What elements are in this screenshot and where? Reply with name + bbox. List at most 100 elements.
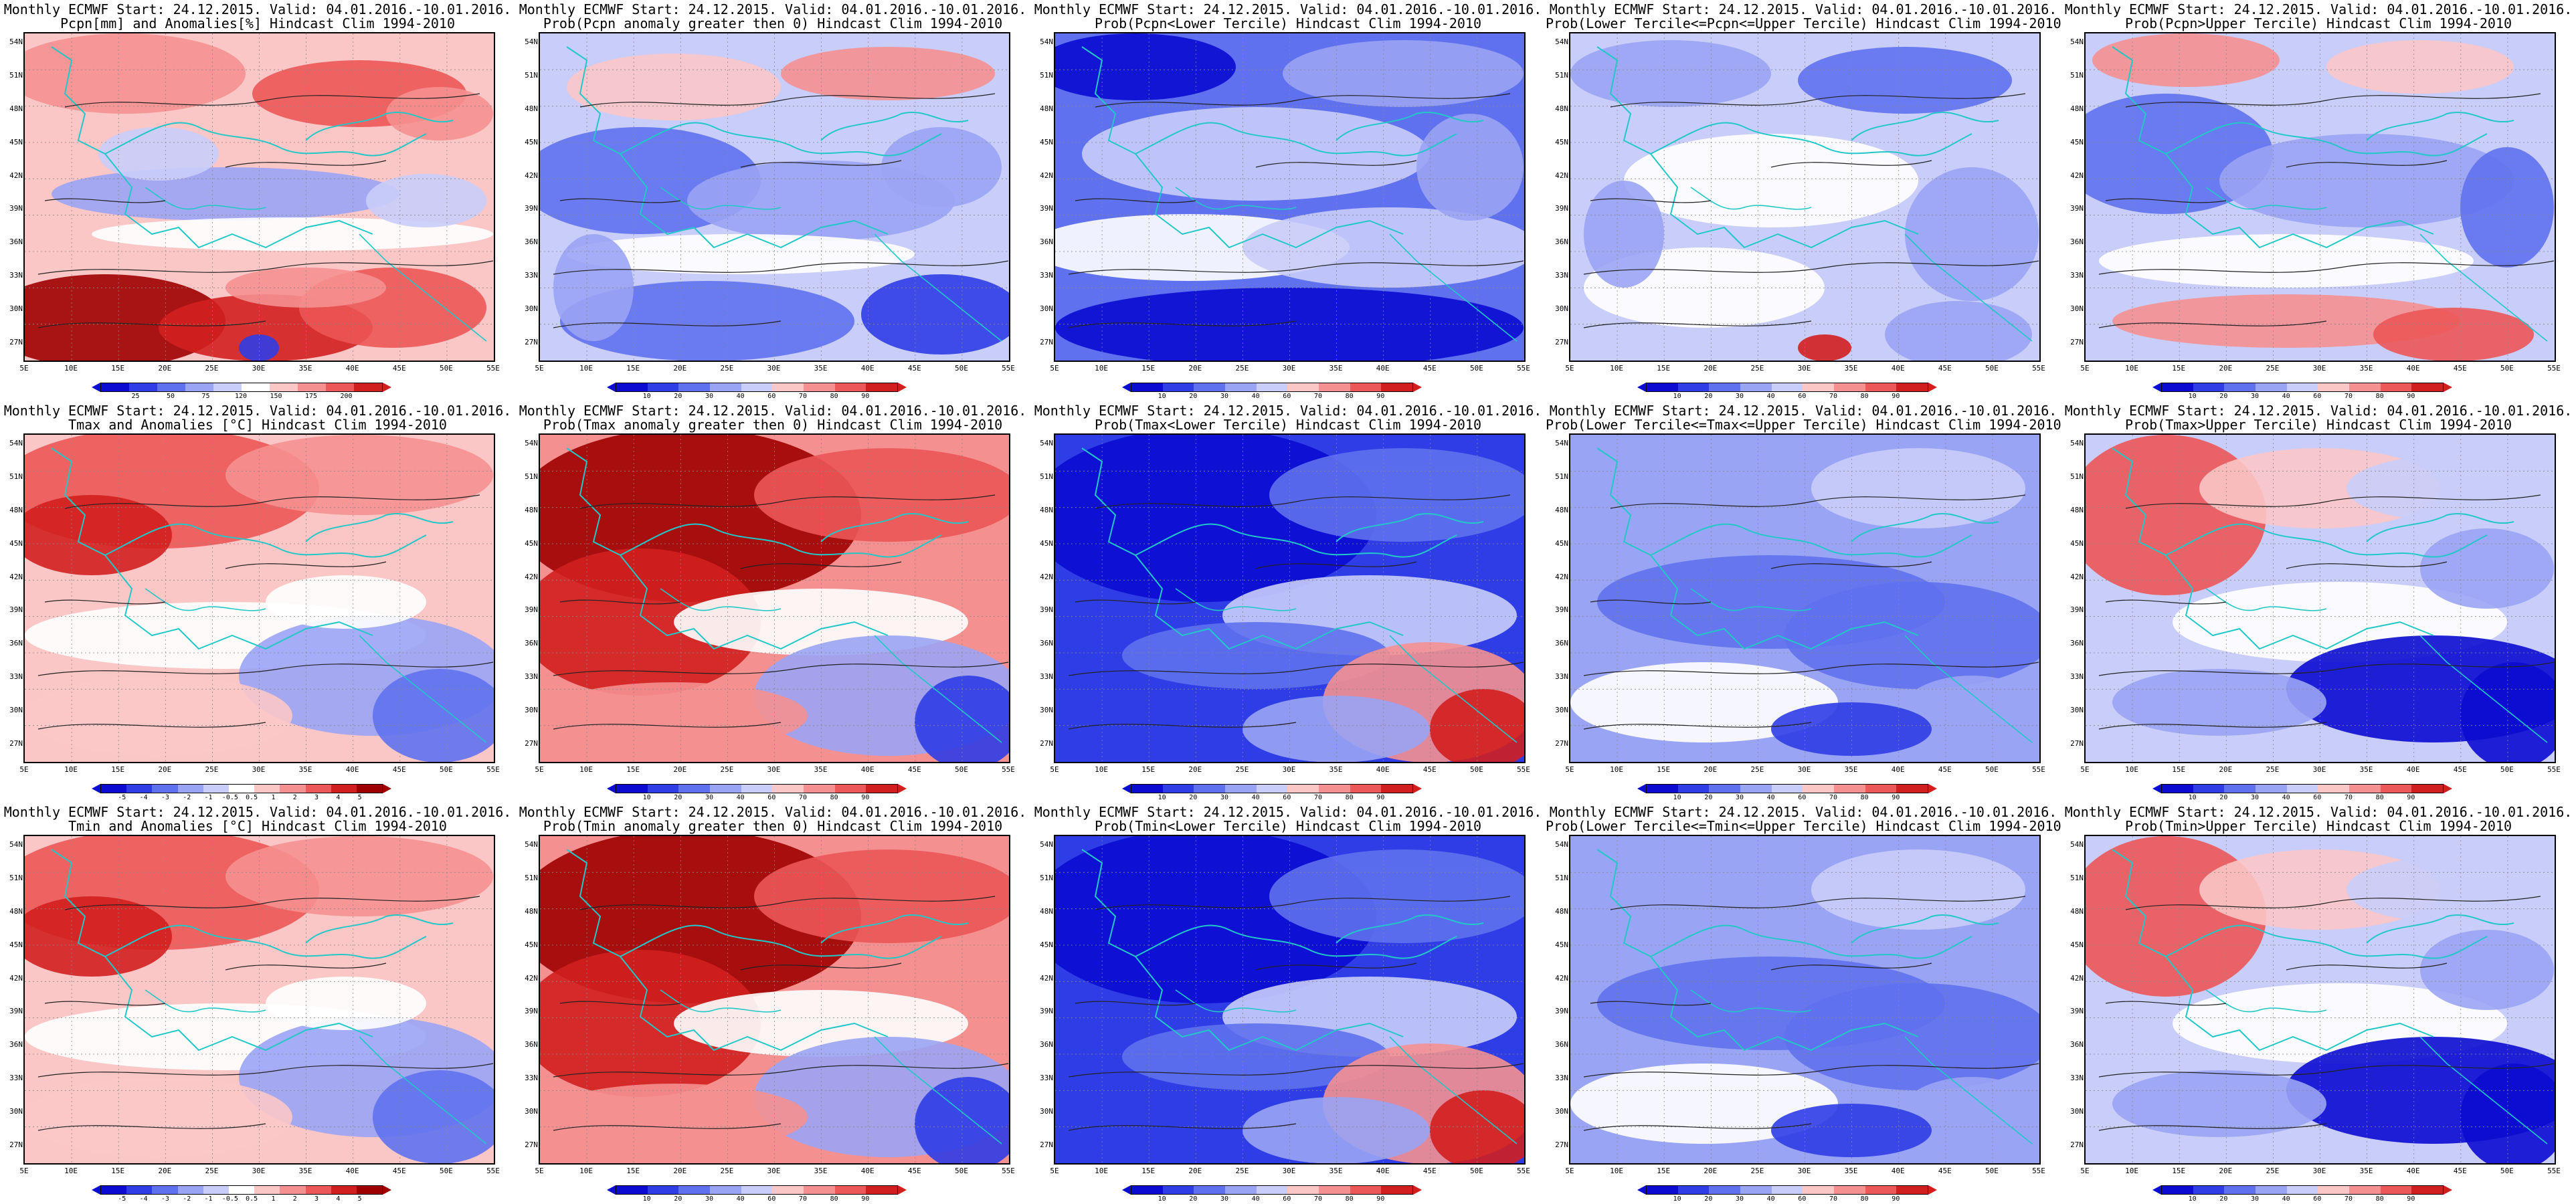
lat-tick-label: 51N: [9, 472, 23, 481]
lat-tick-label: 27N: [1040, 739, 1053, 748]
colorbar: [2152, 1185, 2452, 1195]
map-panel: Monthly ECMWF Start: 24.12.2015. Valid: …: [515, 401, 1030, 803]
lat-tick-label: 45N: [2070, 137, 2084, 146]
colorbar-tick-label: 20: [1189, 393, 1198, 400]
lon-tick-label: 5E: [1050, 765, 1059, 774]
colorbar-tick-label: 70: [798, 1195, 808, 1203]
lon-tick-label: 50E: [439, 765, 453, 774]
colorbar-tick-label: 30: [1220, 393, 1229, 400]
lat-tick-label: 51N: [1555, 472, 1568, 481]
lat-tick-label: 36N: [1555, 639, 1568, 648]
lon-tick-label: 55E: [486, 364, 500, 373]
colorbar-tick-label: 60: [1798, 794, 1807, 801]
lon-tick-label: 30E: [252, 765, 266, 774]
colorbar-tick-label: 20: [1704, 1195, 1713, 1203]
lon-tick-label: 25E: [720, 364, 734, 373]
lon-tick-label: 15E: [2172, 765, 2186, 774]
lon-tick-label: 35E: [1844, 364, 1858, 373]
lon-tick-label: 40E: [1376, 765, 1390, 774]
lat-tick-label: 39N: [1555, 1007, 1568, 1016]
lat-tick-label: 36N: [9, 1040, 23, 1049]
colorbar: [92, 784, 391, 793]
lon-tick-label: 40E: [345, 765, 359, 774]
lon-tick-label: 20E: [2219, 364, 2233, 373]
lat-tick-label: 51N: [1040, 70, 1053, 80]
lon-tick-label: 15E: [1141, 1167, 1156, 1175]
colorbar: [1637, 784, 1937, 793]
lon-tick-label: 5E: [535, 1167, 544, 1175]
lat-tick-label: 33N: [2070, 271, 2084, 280]
map-field: [1055, 33, 1524, 361]
lat-tick-label: 36N: [2070, 237, 2084, 247]
forecast-map: [23, 835, 495, 1165]
colorbar-tick-label: 30: [1735, 794, 1744, 801]
lat-tick-label: 33N: [9, 271, 23, 280]
lon-tick-label: 5E: [19, 765, 29, 774]
panel-title-line1: Monthly ECMWF Start: 24.12.2015. Valid: …: [1034, 403, 1542, 419]
lat-tick-label: 54N: [9, 37, 23, 46]
lat-tick-label: 30N: [2070, 1107, 2084, 1116]
panel-title-line1: Monthly ECMWF Start: 24.12.2015. Valid: …: [3, 1, 512, 17]
lat-tick-label: 33N: [1555, 672, 1568, 682]
lat-tick-label: 42N: [1040, 973, 1053, 983]
lon-tick-label: 15E: [111, 765, 125, 774]
colorbar-tick-label: 80: [1860, 393, 1869, 400]
colorbar-tick-label: 10: [2188, 393, 2197, 400]
lon-tick-label: 10E: [1610, 364, 1624, 373]
colorbar-tick-label: 70: [2344, 1195, 2353, 1203]
lat-tick-label: 39N: [1040, 1007, 1053, 1016]
colorbar: [1122, 383, 1422, 392]
colorbar-tick-label: 2: [292, 794, 297, 801]
lat-tick-label: 48N: [2070, 906, 2084, 916]
lon-tick-label: 35E: [298, 364, 312, 373]
lat-tick-label: 45N: [2070, 940, 2084, 949]
colorbar-tick-label: 60: [2313, 794, 2322, 801]
colorbar-tick-label: 10: [1673, 393, 1681, 400]
lat-tick-label: 33N: [1040, 1074, 1053, 1083]
lon-tick-label: 5E: [2080, 1167, 2090, 1175]
lon-tick-label: 10E: [1095, 1167, 1109, 1175]
forecast-map: [1054, 835, 1526, 1165]
lat-tick-label: 51N: [1040, 873, 1053, 882]
map-field: [540, 435, 1009, 762]
colorbar-tick-label: -4: [139, 1195, 148, 1203]
colorbar-tick-label: 30: [1735, 1195, 1744, 1203]
lon-tick-label: 55E: [1002, 1167, 1015, 1175]
lon-tick-label: 55E: [1002, 364, 1015, 373]
panel-title-line1: Monthly ECMWF Start: 24.12.2015. Valid: …: [519, 804, 1027, 820]
colorbar-tick-label: 5: [357, 1195, 362, 1203]
colorbar-tick-label: 80: [830, 393, 838, 400]
colorbar-tick-label: -0.5: [221, 794, 238, 801]
lon-tick-label: 40E: [1891, 765, 1905, 774]
lon-tick-label: 10E: [1095, 364, 1109, 373]
lon-tick-label: 10E: [579, 1167, 593, 1175]
lat-tick-label: 30N: [1555, 1107, 1568, 1116]
forecast-map: [1569, 32, 2041, 362]
lat-tick-label: 39N: [1555, 204, 1568, 213]
lat-tick-label: 30N: [525, 304, 538, 314]
lon-tick-label: 35E: [1329, 364, 1343, 373]
panel-title-line1: Monthly ECMWF Start: 24.12.2015. Valid: …: [2064, 804, 2573, 820]
panel-title-line2: Prob(Lower Tercile<=Pcpn<=Upper Tercile)…: [1546, 15, 2061, 31]
lat-tick-label: 36N: [9, 237, 23, 247]
map-field: [1570, 435, 2039, 762]
lon-tick-label: 50E: [2500, 765, 2514, 774]
lon-tick-label: 50E: [1985, 765, 1999, 774]
lat-tick-label: 33N: [9, 1074, 23, 1083]
lat-tick-label: 39N: [1555, 605, 1568, 615]
colorbar-tick-label: 60: [2313, 393, 2322, 400]
lat-tick-label: 30N: [525, 706, 538, 715]
lon-tick-label: 30E: [1282, 765, 1296, 774]
colorbar-tick-label: 80: [2375, 393, 2384, 400]
map-panel: Monthly ECMWF Start: 24.12.2015. Valid: …: [2061, 803, 2576, 1204]
lon-tick-label: 50E: [1469, 1167, 1483, 1175]
lat-tick-label: 42N: [525, 572, 538, 581]
lat-tick-label: 42N: [2070, 572, 2084, 581]
lon-tick-label: 5E: [1050, 1167, 1059, 1175]
lon-tick-label: 50E: [954, 1167, 968, 1175]
lat-tick-label: 39N: [2070, 204, 2084, 213]
lon-tick-label: 55E: [486, 1167, 500, 1175]
map-panel: Monthly ECMWF Start: 24.12.2015. Valid: …: [1030, 401, 1546, 803]
lon-tick-label: 5E: [1565, 364, 1574, 373]
panel-title-line2: Prob(Pcpn>Upper Tercile) Hindcast Clim 1…: [2125, 15, 2512, 31]
